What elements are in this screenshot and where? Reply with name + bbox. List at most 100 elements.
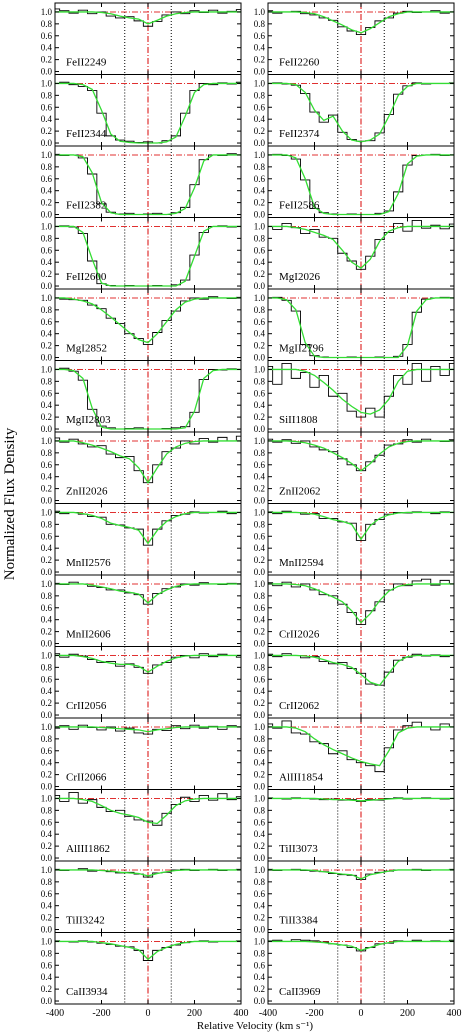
x-tick-label: -200 <box>92 1008 110 1019</box>
y-tick-label: 1.0 <box>254 364 266 374</box>
panel-label: AlIII1854 <box>279 772 323 784</box>
y-tick-label: 1.0 <box>254 722 266 732</box>
y-tick-label: 0.4 <box>41 686 53 696</box>
fit-line <box>55 440 241 484</box>
y-tick-label: 0.6 <box>41 817 53 827</box>
y-tick-label: 1.0 <box>41 293 53 303</box>
spectrum <box>268 578 454 625</box>
panel-label: MgII2796 <box>279 343 324 355</box>
y-tick-label: 0.0 <box>41 496 53 506</box>
fit-line <box>268 583 454 624</box>
y-tick-label: 0.8 <box>41 90 53 100</box>
y-tick-label: 0.8 <box>41 448 53 458</box>
y-tick-label: 0.0 <box>254 853 266 863</box>
panel-label: FeII2249 <box>66 57 107 69</box>
y-tick-label: 0.2 <box>41 698 52 708</box>
y-tick-label: 0.8 <box>254 877 266 887</box>
panel-label: MnII2594 <box>279 557 324 569</box>
y-tick-label: 0.4 <box>41 186 53 196</box>
fit-line <box>55 726 241 733</box>
fit-line <box>268 869 454 880</box>
y-tick-label: 1.0 <box>41 150 53 160</box>
y-tick-label: 0.4 <box>41 43 53 53</box>
y-tick-label: 0.8 <box>254 805 266 815</box>
y-tick-label: 0.6 <box>41 889 53 899</box>
y-tick-label: 0.6 <box>254 674 266 684</box>
y-tick-label: 0.6 <box>41 960 53 970</box>
y-tick-label: 0.2 <box>41 412 52 422</box>
panel-label: SiII1808 <box>279 414 318 426</box>
y-tick-label: 0.2 <box>254 627 265 637</box>
panel-label: FeII2586 <box>279 200 320 212</box>
panel-label: CaII3969 <box>279 986 321 998</box>
y-tick-label: 0.8 <box>41 805 53 815</box>
panel-label: TiII3242 <box>66 915 105 927</box>
y-tick-label: 1.0 <box>254 507 266 517</box>
y-tick-label: 0.4 <box>41 400 53 410</box>
y-tick-label: 0.8 <box>254 376 266 386</box>
spectrum <box>55 296 241 345</box>
y-tick-label: 0.6 <box>254 317 266 327</box>
y-tick-label: 0.2 <box>41 55 52 65</box>
y-tick-label: 0.8 <box>41 162 53 172</box>
y-tick-label: 1.0 <box>41 793 53 803</box>
y-tick-label: 0.2 <box>41 770 52 780</box>
y-tick-label: 0.6 <box>41 388 53 398</box>
y-tick-label: 1.0 <box>41 7 53 17</box>
y-tick-label: 0.4 <box>41 329 53 339</box>
x-tick-label: 200 <box>400 1008 415 1019</box>
y-tick-label: 0.8 <box>254 948 266 958</box>
panel-label: FeII2600 <box>66 271 107 283</box>
y-tick-label: 0.8 <box>254 19 266 29</box>
y-tick-label: 0.0 <box>254 996 266 1006</box>
fit-line <box>55 797 241 825</box>
y-tick-label: 0.8 <box>41 948 53 958</box>
y-tick-label: 0.4 <box>254 329 266 339</box>
panel-label: CrII2062 <box>279 700 319 712</box>
y-tick-label: 0.8 <box>254 591 266 601</box>
y-tick-label: 0.8 <box>254 448 266 458</box>
panel-label: MgII2803 <box>66 414 111 426</box>
fit-line <box>55 869 241 877</box>
y-tick-label: 1.0 <box>254 793 266 803</box>
y-tick-label: 0.6 <box>41 531 53 541</box>
y-tick-label: 1.0 <box>41 221 53 231</box>
y-tick-label: 1.0 <box>41 507 53 517</box>
y-tick-label: 1.0 <box>41 579 53 589</box>
y-tick-label: 0.8 <box>41 305 53 315</box>
y-tick-label: 0.0 <box>254 710 266 720</box>
y-tick-label: 0.2 <box>41 126 52 136</box>
y-tick-label: 0.8 <box>41 877 53 887</box>
y-tick-label: 0.4 <box>254 472 266 482</box>
y-tick-label: 0.6 <box>254 746 266 756</box>
y-tick-label: 1.0 <box>254 78 266 88</box>
y-tick-label: 0.4 <box>254 257 266 267</box>
y-tick-label: 0.2 <box>254 913 265 923</box>
y-tick-label: 1.0 <box>41 78 53 88</box>
panel-label: CrII2066 <box>66 772 107 784</box>
y-tick-label: 0.2 <box>41 984 52 994</box>
y-tick-label: 0.4 <box>41 257 53 267</box>
fit-line <box>268 368 454 415</box>
panel-label: FeII2344 <box>66 128 107 140</box>
y-tick-label: 0.0 <box>254 639 266 649</box>
y-tick-label: 0.4 <box>254 543 266 553</box>
x-tick-label: 400 <box>234 1008 249 1019</box>
y-tick-label: 0.8 <box>41 519 53 529</box>
y-tick-label: 0.4 <box>41 543 53 553</box>
y-tick-label: 0.4 <box>254 615 266 625</box>
y-axis-label: Normalized Flux Density <box>2 427 18 580</box>
y-tick-label: 0.0 <box>254 67 266 77</box>
y-tick-label: 0.0 <box>41 782 53 792</box>
y-tick-label: 0.2 <box>254 341 265 351</box>
y-tick-label: 0.8 <box>41 376 53 386</box>
y-tick-label: 1.0 <box>254 7 266 17</box>
fit-line <box>268 225 454 269</box>
y-tick-label: 0.0 <box>41 853 53 863</box>
spectrum <box>268 363 454 418</box>
panel-label: CrII2056 <box>66 700 107 712</box>
y-tick-label: 0.0 <box>41 996 53 1006</box>
y-tick-label: 0.0 <box>254 782 266 792</box>
y-tick-label: 0.2 <box>41 198 52 208</box>
y-tick-label: 0.6 <box>254 102 266 112</box>
